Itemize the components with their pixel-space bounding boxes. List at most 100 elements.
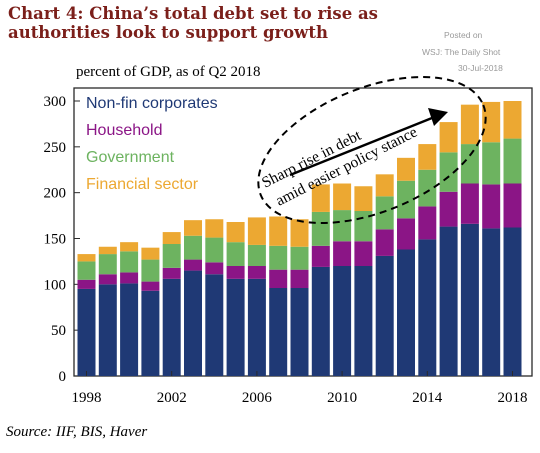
bar-2017-financial-sector — [482, 101, 501, 143]
bar-2007-non-fin-corporates — [269, 288, 288, 376]
legend-item: Financial sector — [86, 176, 199, 193]
bar-2017-non-fin-corporates — [482, 228, 501, 376]
y-axis-label: percent of GDP, as of Q2 2018 — [76, 64, 261, 80]
bar-2008-non-fin-corporates — [290, 288, 309, 376]
bar-2001-non-fin-corporates — [141, 290, 160, 376]
bar-1999-household — [98, 274, 117, 285]
bar-2009-non-fin-corporates — [311, 266, 330, 376]
bar-2015-government — [439, 152, 458, 192]
bar-2002-government — [162, 244, 181, 268]
source-note: Source: IIF, BIS, Haver — [6, 424, 148, 440]
bar-2009-household — [311, 245, 330, 267]
bar-2007-financial-sector — [269, 216, 288, 246]
x-tick-label: 2010 — [327, 390, 357, 406]
bar-2000-government — [120, 251, 139, 273]
bar-2013-non-fin-corporates — [397, 249, 415, 376]
bar-1999-government — [98, 254, 117, 275]
bar-2011-non-fin-corporates — [354, 266, 373, 376]
bar-2005-non-fin-corporates — [226, 278, 245, 376]
legend-item: Household — [86, 122, 163, 139]
bar-2016-financial-sector — [460, 104, 479, 145]
bar-2010-household — [333, 241, 352, 266]
bar-2016-government — [460, 144, 479, 184]
bar-2016-non-fin-corporates — [460, 223, 479, 376]
bar-2007-government — [269, 245, 288, 270]
chart-title: Chart 4: China’s total debt set to rise … — [8, 4, 378, 42]
bar-2012-household — [375, 229, 394, 256]
bar-2015-financial-sector — [439, 122, 458, 153]
bar-2014-household — [418, 206, 437, 240]
bar-2002-financial-sector — [162, 232, 181, 244]
bar-2018-financial-sector — [503, 101, 522, 139]
annotation-arrow-line — [289, 116, 433, 177]
bar-1998-government — [77, 261, 96, 280]
bar-1998-household — [77, 279, 96, 289]
bar-2012-government — [375, 196, 394, 230]
bar-2008-financial-sector — [290, 219, 309, 247]
bar-2016-household — [460, 183, 479, 224]
bar-2002-non-fin-corporates — [162, 278, 181, 376]
y-tick-label: 100 — [44, 277, 67, 293]
bar-2018-government — [503, 138, 522, 184]
bar-2011-financial-sector — [354, 186, 373, 211]
bar-2001-household — [141, 281, 160, 291]
bar-2014-non-fin-corporates — [418, 239, 437, 376]
bar-2006-financial-sector — [247, 217, 266, 245]
bar-2014-government — [418, 169, 437, 207]
bar-2004-non-fin-corporates — [205, 274, 224, 376]
x-tick-label: 1998 — [72, 390, 102, 406]
bar-2007-household — [269, 269, 288, 288]
bar-2003-household — [184, 259, 202, 271]
bar-2018-household — [503, 183, 522, 228]
bar-2001-government — [141, 259, 160, 282]
bar-2017-government — [482, 142, 501, 185]
bar-2012-non-fin-corporates — [375, 255, 394, 376]
bar-2015-household — [439, 191, 458, 227]
bar-2000-household — [120, 272, 139, 284]
bar-2003-non-fin-corporates — [184, 270, 202, 376]
bar-2005-financial-sector — [226, 222, 245, 243]
x-tick-label: 2002 — [157, 390, 187, 406]
annotation-arrowhead — [428, 108, 448, 126]
annotation-ellipse — [257, 76, 487, 224]
y-tick-label: 50 — [51, 323, 66, 339]
x-tick-label: 2014 — [412, 390, 443, 406]
bar-2000-financial-sector — [120, 242, 139, 252]
bar-2003-government — [184, 235, 202, 260]
y-tick-label: 200 — [44, 186, 67, 202]
bar-2014-financial-sector — [418, 144, 437, 170]
bar-2015-non-fin-corporates — [439, 226, 458, 376]
bar-2008-government — [290, 246, 309, 270]
watermark-site: WSJ: The Daily Shot — [422, 47, 501, 57]
bar-2013-household — [397, 218, 415, 250]
bar-2013-financial-sector — [397, 157, 415, 181]
legend-item: Government — [86, 149, 175, 166]
y-tick-label: 0 — [59, 369, 67, 385]
bar-2006-government — [247, 244, 266, 266]
bar-2004-financial-sector — [205, 219, 224, 238]
bar-2009-government — [311, 211, 330, 246]
watermark-posted-on: Posted on — [444, 30, 483, 40]
bar-2006-non-fin-corporates — [247, 278, 266, 376]
bar-2011-household — [354, 241, 373, 266]
bar-1999-financial-sector — [98, 246, 117, 255]
bar-2017-household — [482, 184, 501, 229]
bar-2010-government — [333, 210, 352, 242]
x-tick-label: 2018 — [498, 390, 528, 406]
bar-2008-household — [290, 269, 309, 288]
bar-1998-non-fin-corporates — [77, 288, 96, 376]
bar-1998-financial-sector — [77, 254, 96, 262]
bar-2001-financial-sector — [141, 247, 160, 260]
legend-item: Non-fin corporates — [86, 95, 218, 112]
bar-2004-household — [205, 262, 224, 275]
bar-2005-government — [226, 242, 245, 266]
bar-2010-financial-sector — [333, 183, 352, 211]
bar-2010-non-fin-corporates — [333, 266, 352, 376]
x-tick-label: 2006 — [242, 390, 273, 406]
bar-1999-non-fin-corporates — [98, 284, 117, 376]
bar-2013-government — [397, 180, 415, 219]
bar-2000-non-fin-corporates — [120, 283, 139, 376]
bar-2004-government — [205, 237, 224, 263]
bar-2009-financial-sector — [311, 184, 330, 212]
bar-2003-financial-sector — [184, 220, 202, 236]
